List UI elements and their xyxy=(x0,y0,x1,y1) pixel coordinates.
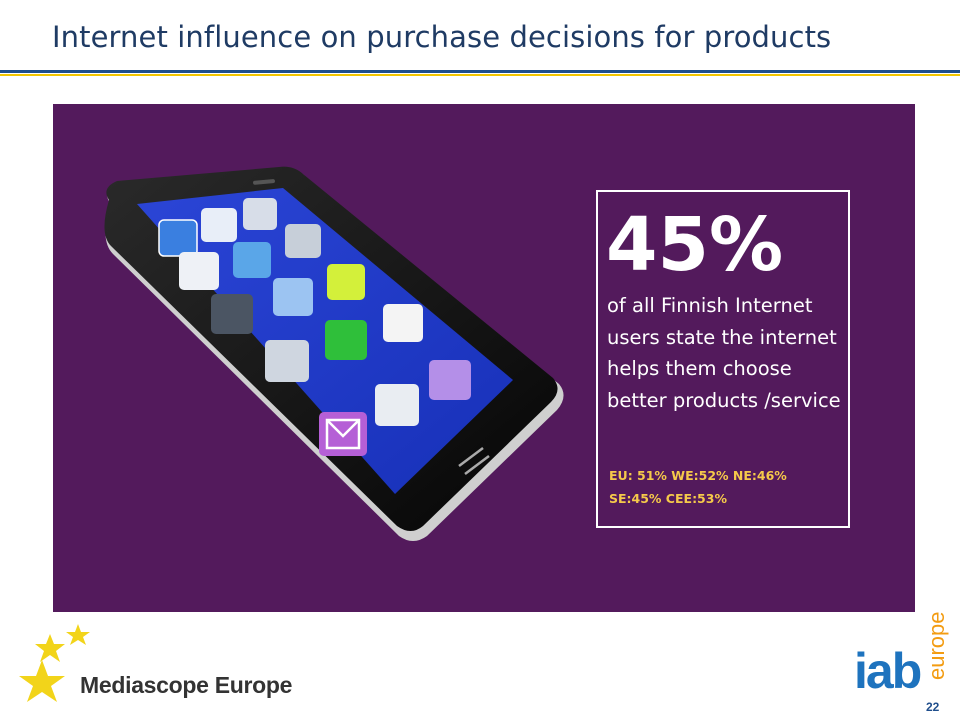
stat-percent: 45% xyxy=(606,202,784,288)
phone-app-icons xyxy=(158,198,471,456)
header-rule-yellow xyxy=(0,74,960,76)
header-rule-blue xyxy=(0,70,960,73)
content-panel: 45% of all Finnish Internet users state … xyxy=(53,104,915,612)
smartphone-image xyxy=(104,166,564,541)
stat-description: of all Finnish Internet users state the … xyxy=(607,294,841,412)
stat-regional-breakdown: EU: 51% WE:52% NE:46% SE:45% CEE:53% xyxy=(609,464,845,510)
star-icon xyxy=(66,624,90,645)
page-number: 22 xyxy=(926,700,940,714)
mediascope-logo-text: Mediascope Europe xyxy=(80,672,293,698)
star-icon xyxy=(35,634,65,662)
regional-line-1: EU: 51% WE:52% NE:46% xyxy=(609,468,787,483)
regional-line-2: SE:45% CEE:53% xyxy=(609,491,727,506)
slide-title: Internet influence on purchase decisions… xyxy=(52,20,832,54)
star-icon xyxy=(19,660,65,702)
iab-logo-text: iab xyxy=(854,643,921,699)
iab-europe-text: europe xyxy=(924,611,949,680)
mediascope-stars-logo xyxy=(19,624,90,702)
stat-box: 45% of all Finnish Internet users state … xyxy=(596,190,850,528)
iab-europe-logo: iab europe xyxy=(854,611,949,699)
